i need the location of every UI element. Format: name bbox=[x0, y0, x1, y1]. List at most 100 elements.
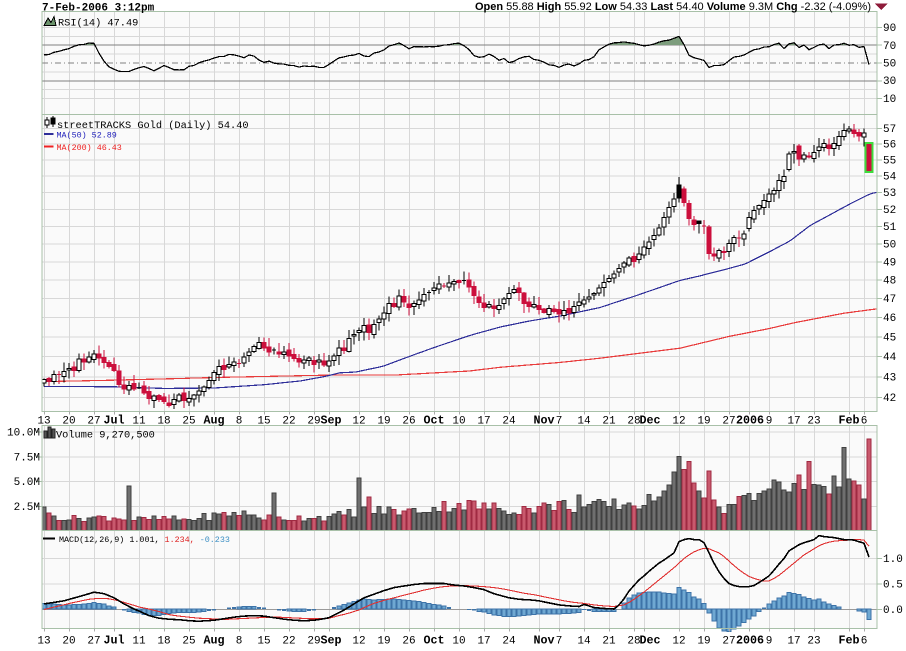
svg-text:Dec: Dec bbox=[639, 634, 660, 648]
svg-text:11: 11 bbox=[132, 636, 146, 648]
svg-text:29: 29 bbox=[307, 416, 320, 428]
svg-text:6: 6 bbox=[861, 636, 868, 648]
svg-text:25: 25 bbox=[182, 636, 195, 648]
svg-text:5.0M: 5.0M bbox=[14, 477, 40, 489]
svg-text:7-Feb-2006 3:12pm: 7-Feb-2006 3:12pm bbox=[42, 3, 155, 15]
svg-text:15: 15 bbox=[257, 416, 270, 428]
svg-text:50: 50 bbox=[883, 59, 896, 71]
svg-text:7: 7 bbox=[556, 636, 563, 648]
svg-text:28: 28 bbox=[627, 416, 640, 428]
svg-text:57: 57 bbox=[883, 124, 896, 136]
svg-text:Oct: Oct bbox=[423, 414, 444, 428]
svg-text:27: 27 bbox=[87, 636, 100, 648]
svg-text:53: 53 bbox=[883, 188, 896, 200]
svg-text:25: 25 bbox=[182, 416, 195, 428]
svg-text:13: 13 bbox=[37, 416, 50, 428]
svg-text:7.5M: 7.5M bbox=[14, 452, 40, 464]
svg-text:49: 49 bbox=[883, 257, 896, 269]
svg-text:24: 24 bbox=[502, 416, 516, 428]
svg-text:27: 27 bbox=[722, 416, 735, 428]
svg-text:8: 8 bbox=[236, 416, 243, 428]
svg-text:55: 55 bbox=[883, 156, 896, 168]
svg-text:streetTRACKS Gold (Daily) 54.4: streetTRACKS Gold (Daily) 54.40 bbox=[57, 120, 249, 132]
svg-text:56: 56 bbox=[883, 140, 896, 152]
svg-text:13: 13 bbox=[37, 636, 50, 648]
svg-text:17: 17 bbox=[787, 636, 800, 648]
svg-text:MA(200) 46.43: MA(200) 46.43 bbox=[57, 143, 122, 153]
svg-text:22: 22 bbox=[282, 636, 295, 648]
svg-text:24: 24 bbox=[502, 636, 516, 648]
svg-text:27: 27 bbox=[87, 416, 100, 428]
svg-text:Feb: Feb bbox=[838, 414, 859, 428]
svg-text:Volume 9,270,500: Volume 9,270,500 bbox=[56, 430, 155, 442]
svg-text:20: 20 bbox=[62, 416, 75, 428]
svg-text:19: 19 bbox=[697, 636, 710, 648]
svg-text:10.0M: 10.0M bbox=[7, 428, 40, 440]
svg-text:42: 42 bbox=[883, 393, 896, 405]
svg-text:12: 12 bbox=[352, 416, 365, 428]
svg-text:2006: 2006 bbox=[736, 634, 764, 648]
svg-text:19: 19 bbox=[377, 416, 390, 428]
svg-text:12: 12 bbox=[672, 636, 685, 648]
svg-text:14: 14 bbox=[577, 416, 591, 428]
svg-text:26: 26 bbox=[402, 416, 415, 428]
svg-text:12: 12 bbox=[352, 636, 365, 648]
svg-text:Jul: Jul bbox=[103, 634, 124, 648]
svg-text:46: 46 bbox=[883, 313, 896, 325]
svg-text:44: 44 bbox=[883, 352, 897, 364]
svg-text:48: 48 bbox=[883, 276, 896, 288]
svg-text:51: 51 bbox=[883, 222, 897, 234]
svg-text:0.5: 0.5 bbox=[883, 580, 903, 592]
svg-text:2006: 2006 bbox=[736, 414, 764, 428]
svg-text:9: 9 bbox=[766, 416, 773, 428]
svg-text:11: 11 bbox=[132, 416, 146, 428]
svg-text:18: 18 bbox=[157, 636, 170, 648]
svg-text:12: 12 bbox=[672, 416, 685, 428]
svg-text:Sep: Sep bbox=[320, 414, 341, 428]
svg-text:21: 21 bbox=[602, 636, 616, 648]
svg-text:10: 10 bbox=[452, 636, 465, 648]
svg-text:Oct: Oct bbox=[423, 634, 444, 648]
svg-text:19: 19 bbox=[697, 416, 710, 428]
svg-text:Open 55.88 High 55.92 Low 54.3: Open 55.88 High 55.92 Low 54.33 Last 54.… bbox=[475, 1, 871, 13]
svg-text:2.5M: 2.5M bbox=[14, 502, 40, 514]
svg-text:90: 90 bbox=[883, 23, 896, 35]
svg-text:26: 26 bbox=[402, 636, 415, 648]
svg-text:14: 14 bbox=[577, 636, 591, 648]
svg-text:17: 17 bbox=[787, 416, 800, 428]
svg-text:22: 22 bbox=[282, 416, 295, 428]
svg-text:70: 70 bbox=[883, 41, 896, 53]
svg-text:18: 18 bbox=[157, 416, 170, 428]
svg-text:47: 47 bbox=[883, 294, 896, 306]
svg-text:17: 17 bbox=[477, 636, 490, 648]
svg-text:15: 15 bbox=[257, 636, 270, 648]
svg-text:0.0: 0.0 bbox=[883, 605, 903, 617]
svg-text:6: 6 bbox=[861, 416, 868, 428]
svg-text:50: 50 bbox=[883, 240, 896, 252]
svg-text:30: 30 bbox=[883, 76, 896, 88]
svg-text:Nov: Nov bbox=[533, 414, 554, 428]
svg-text:19: 19 bbox=[377, 636, 390, 648]
svg-text:Dec: Dec bbox=[639, 414, 660, 428]
svg-text:45: 45 bbox=[883, 332, 896, 344]
svg-text:28: 28 bbox=[627, 636, 640, 648]
svg-text:MACD(12,26,9) 1.001, 1.234, -0: MACD(12,26,9) 1.001, 1.234, -0.233 bbox=[59, 535, 230, 545]
svg-text:27: 27 bbox=[722, 636, 735, 648]
svg-text:Jul: Jul bbox=[103, 414, 124, 428]
svg-text:Aug: Aug bbox=[203, 414, 224, 428]
svg-text:43: 43 bbox=[883, 373, 896, 385]
svg-text:8: 8 bbox=[236, 636, 243, 648]
svg-text:23: 23 bbox=[807, 416, 820, 428]
svg-text:23: 23 bbox=[807, 636, 820, 648]
svg-text:7: 7 bbox=[556, 416, 563, 428]
svg-text:10: 10 bbox=[883, 94, 896, 106]
svg-text:Sep: Sep bbox=[320, 634, 341, 648]
svg-text:10: 10 bbox=[452, 416, 465, 428]
svg-text:21: 21 bbox=[602, 416, 616, 428]
svg-text:9: 9 bbox=[766, 636, 773, 648]
svg-text:RSI(14) 47.49: RSI(14) 47.49 bbox=[58, 18, 138, 30]
svg-text:1.0: 1.0 bbox=[883, 554, 903, 566]
svg-text:Feb: Feb bbox=[838, 634, 859, 648]
svg-text:54: 54 bbox=[883, 172, 897, 184]
svg-text:52: 52 bbox=[883, 205, 896, 217]
